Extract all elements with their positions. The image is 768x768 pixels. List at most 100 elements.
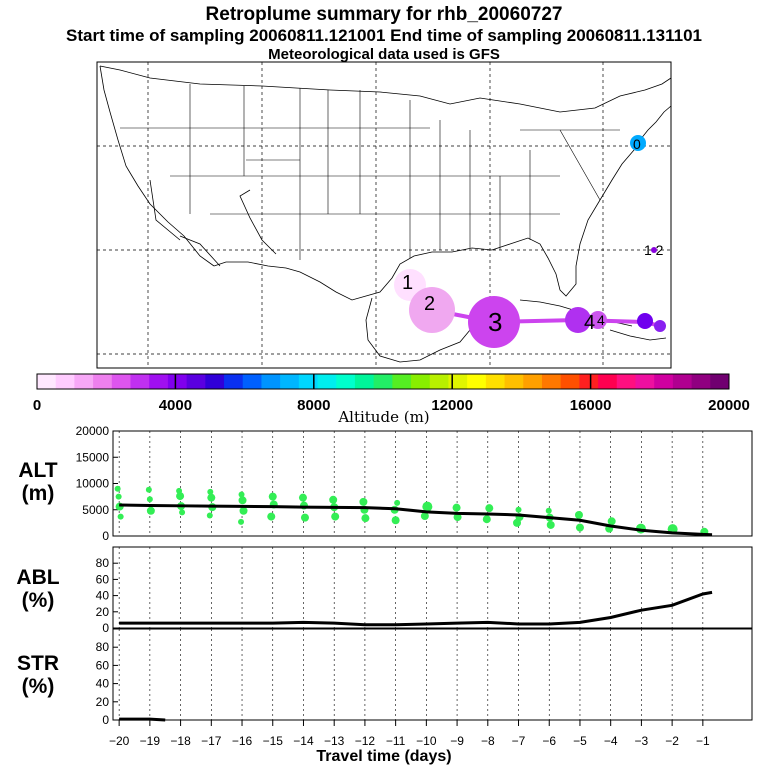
met-data-note: Meteorological data used is GFS [268, 46, 500, 63]
altitude-dot [453, 513, 462, 522]
str-ylabel: STR (%) [10, 652, 66, 698]
colorbar-swatch [448, 374, 468, 389]
colorbar-swatch [224, 374, 244, 389]
colorbar-swatch [111, 374, 132, 389]
x-tick-label: −11 [386, 734, 406, 748]
altitude-dot [394, 499, 401, 506]
panel-frame [112, 628, 753, 721]
colorbar-swatch [710, 374, 730, 389]
colorbar-swatch [429, 374, 449, 389]
colorbar-swatch [654, 374, 674, 389]
panel-frame [112, 546, 753, 629]
map-panel [96, 61, 672, 369]
colorbar-swatch [523, 374, 543, 389]
altitude-dot [513, 518, 522, 527]
map-day-label-0: 0 [633, 136, 641, 152]
altitude-colorbar: 0 4000 8000 12000 16000 20000 [33, 373, 750, 414]
alt-ylabel-unit: (m) [21, 482, 55, 505]
colorbar-swatch [467, 374, 487, 389]
colorbar-swatch [504, 374, 524, 389]
y-tick-label: 10000 [76, 477, 110, 491]
altitude-dot [391, 516, 400, 525]
colorbar-swatch [373, 374, 393, 389]
x-tick-label: −18 [170, 734, 191, 748]
plume-circle [589, 311, 607, 329]
y-tick-label: 80 [96, 640, 110, 654]
colorbar-swatch [130, 374, 150, 389]
str-ylabel-unit: (%) [21, 675, 55, 698]
abl-ylabel: ABL (%) [10, 566, 66, 612]
plume-circle [468, 296, 520, 348]
plume-trajectory [394, 135, 666, 348]
colorbar-swatch [37, 374, 57, 389]
altitude-dot [545, 507, 552, 514]
colorbar-swatch [280, 374, 300, 389]
altitude-dot [206, 512, 213, 519]
colorbar-swatch [74, 374, 94, 389]
altitude-dot [238, 496, 247, 505]
colorbar-swatch [392, 374, 412, 389]
altitude-dot [574, 511, 583, 519]
x-tick-label: −3 [635, 734, 649, 748]
x-axis-label: Travel time (days) [316, 748, 452, 765]
altitude-dot [176, 492, 185, 501]
colorbar-swatch [205, 374, 225, 389]
series-line [119, 590, 713, 627]
x-tick-label: −19 [140, 734, 161, 748]
abl-ylabel-name: ABL [16, 566, 60, 589]
y-tick-label: 20 [96, 605, 110, 619]
x-tick-label: −1 [696, 734, 710, 748]
altitude-dot [546, 520, 555, 529]
plume-small-marker [651, 247, 657, 253]
plume-circle [654, 320, 666, 332]
colorbar-swatch [560, 374, 580, 389]
colorbar-swatch [167, 374, 188, 389]
str-ylabel-name: STR [17, 652, 59, 675]
x-tick-label: −9 [450, 734, 464, 748]
y-tick-label: 15000 [76, 450, 110, 464]
x-tick-label: −17 [201, 734, 222, 748]
altitude-dot [575, 523, 584, 532]
y-tick-label: 60 [96, 572, 110, 586]
x-tick-label: −13 [324, 734, 345, 748]
plume-circle [409, 287, 455, 333]
colorbar-swatch [336, 374, 356, 389]
altitude-dot [422, 501, 433, 512]
map-day-label-1: 1 [402, 272, 414, 294]
colorbar-swatch [93, 374, 113, 389]
map-day-label-12: 1 2 [644, 242, 664, 258]
altitude-dot [515, 506, 522, 513]
alt-ylabel-name: ALT [18, 459, 58, 482]
colorbar-swatch [635, 374, 655, 389]
colorbar-tick-label: 12000 [431, 397, 473, 414]
y-tick-label: 20000 [76, 424, 110, 438]
x-tick-label: −15 [263, 734, 284, 748]
map-day-label-3: 3 [488, 307, 503, 337]
altitude-dot [331, 512, 340, 521]
colorbar-swatch [541, 374, 562, 389]
altitude-dot [238, 518, 245, 525]
colorbar-swatch [485, 374, 506, 389]
x-tick-label: −4 [604, 734, 618, 748]
sampling-times: Start time of sampling 20060811.121001 E… [66, 26, 702, 45]
x-tick-label: −16 [232, 734, 253, 748]
altitude-dot [114, 485, 121, 492]
altitude-dot [146, 496, 153, 503]
abl-ylabel-unit: (%) [21, 589, 55, 612]
colorbar-swatch [672, 374, 693, 389]
series-line [119, 717, 166, 722]
colorbar-swatch [616, 374, 636, 389]
altitude-dot [420, 512, 429, 521]
x-tick-label: −5 [573, 734, 587, 748]
abl-panel: 0 20 40 60 80 [96, 546, 753, 635]
alt-panel: 0 5000 10000 15000 20000 [76, 424, 753, 543]
colorbar-swatch [317, 374, 337, 389]
map-state-label: 4 [597, 312, 605, 328]
str-panel: 0 20 40 60 80 [96, 628, 753, 727]
altitude-dot [607, 517, 616, 526]
y-tick-label: 0 [102, 529, 109, 543]
x-tick-label: −6 [542, 734, 556, 748]
colorbar-swatch [261, 374, 281, 389]
colorbar-swatch [354, 374, 375, 389]
